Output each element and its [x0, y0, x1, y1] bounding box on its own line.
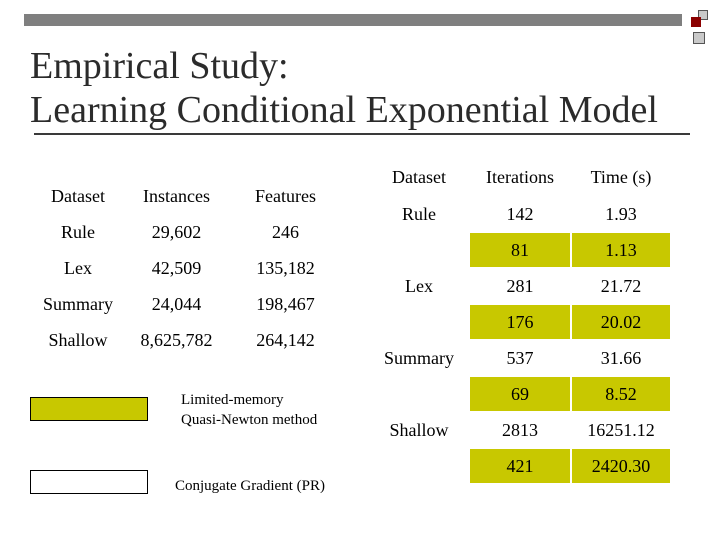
legend-label-lbfgs: Limited-memory Quasi-Newton method — [181, 390, 317, 430]
header-cell: Features — [255, 185, 316, 206]
legend-swatch-lbfgs — [30, 397, 148, 421]
dataset-stats-table: Dataset Instances Features Rule 29,602 2… — [32, 178, 342, 358]
corner-square-icon — [698, 10, 708, 20]
table-cell: Shallow — [48, 329, 108, 350]
legend-label-line: Limited-memory — [181, 392, 284, 408]
header-cell: Iterations — [469, 160, 572, 197]
table-cell: Rule — [61, 221, 95, 242]
time-cell: 16251.12 — [571, 412, 672, 449]
table-row: Rule 142 1.93 — [370, 196, 672, 269]
title-line-1: Empirical Study: — [30, 45, 289, 87]
time-cell: 31.66 — [571, 340, 672, 377]
header-cell: Time (s) — [571, 160, 672, 197]
header-cell: Instances — [143, 185, 210, 206]
table-cell: 24,044 — [151, 293, 202, 314]
table-header-row: Dataset Iterations Time (s) — [370, 160, 672, 197]
time-cell: 21.72 — [571, 268, 672, 305]
corner-square-icon — [691, 17, 701, 27]
legend-label-line: Quasi-Newton method — [181, 412, 318, 428]
table-row: Shallow 8,625,782 264,142 — [32, 322, 342, 358]
iterations-cell: 281 — [469, 268, 572, 305]
table-row: Lex 42,509 135,182 — [32, 250, 342, 286]
table-cell: 246 — [272, 221, 299, 242]
legend-swatch-cg — [30, 470, 148, 494]
dataset-cell: Shallow — [370, 412, 470, 485]
title-divider — [34, 133, 690, 135]
table-row: Summary 24,044 198,467 — [32, 286, 342, 322]
dataset-cell: Rule — [370, 196, 470, 269]
time-cell: 8.52 — [571, 376, 672, 413]
iterations-cell: 421 — [469, 448, 572, 485]
table-cell: Summary — [43, 293, 113, 314]
table-cell: Lex — [64, 257, 92, 278]
results-table: Dataset Iterations Time (s) Rule 142 1.9… — [370, 160, 672, 485]
time-cell: 2420.30 — [571, 448, 672, 485]
table-cell: 264,142 — [256, 329, 315, 350]
iterations-cell: 176 — [469, 304, 572, 341]
table-row: Lex 281 21.72 — [370, 268, 672, 341]
table-row: Summary 537 31.66 — [370, 340, 672, 413]
table-row-highlighted: 421 2420.30 — [370, 448, 672, 485]
table-row-highlighted: 176 20.02 — [370, 304, 672, 341]
table-cell: 198,467 — [256, 293, 315, 314]
table-cell: 8,625,782 — [140, 329, 213, 350]
corner-square-icon — [693, 32, 705, 44]
table-row: Shallow 2813 16251.12 — [370, 412, 672, 485]
title-line-2: Learning Conditional Exponential Model — [30, 89, 658, 131]
time-cell: 1.93 — [571, 196, 672, 233]
table-cell: 42,509 — [151, 257, 202, 278]
table-cell: 135,182 — [256, 257, 315, 278]
dataset-cell: Lex — [370, 268, 470, 341]
table-row: Rule 29,602 246 — [32, 214, 342, 250]
iterations-cell: 142 — [469, 196, 572, 233]
table-row-highlighted: 69 8.52 — [370, 376, 672, 413]
header-cell: Dataset — [370, 160, 470, 197]
dataset-cell: Summary — [370, 340, 470, 413]
table-cell: 29,602 — [151, 221, 202, 242]
legend-label-cg: Conjugate Gradient (PR) — [175, 478, 325, 494]
iterations-cell: 2813 — [469, 412, 572, 449]
time-cell: 20.02 — [571, 304, 672, 341]
slide-title: Empirical Study: Learning Conditional Ex… — [30, 44, 658, 132]
header-cell: Dataset — [51, 185, 105, 206]
iterations-cell: 537 — [469, 340, 572, 377]
time-cell: 1.13 — [571, 232, 672, 269]
iterations-cell: 69 — [469, 376, 572, 413]
table-header-row: Dataset Instances Features — [32, 178, 342, 214]
decorative-top-bar — [24, 14, 682, 26]
iterations-cell: 81 — [469, 232, 572, 269]
table-row-highlighted: 81 1.13 — [370, 232, 672, 269]
